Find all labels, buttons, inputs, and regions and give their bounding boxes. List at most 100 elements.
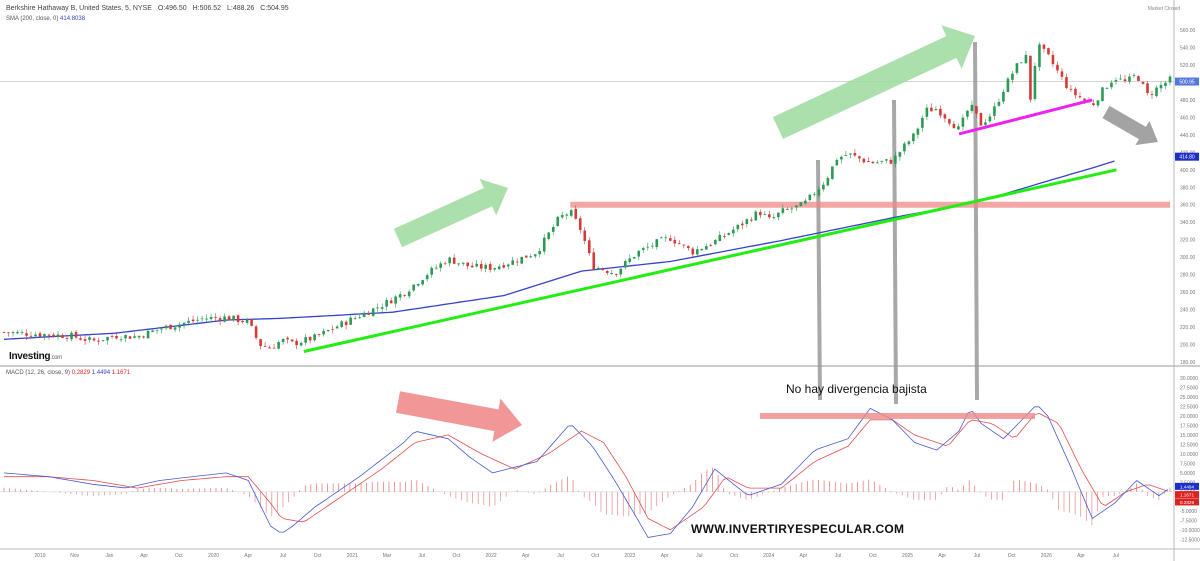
price-tick-label: 400.00 [1180, 168, 1196, 174]
price-tick-label: 200.00 [1180, 343, 1196, 349]
candle-body [768, 214, 771, 218]
candle-body [961, 117, 965, 127]
candle-body [1092, 103, 1095, 106]
candle-body [659, 237, 663, 239]
candle-body [934, 109, 938, 111]
candle-body [1105, 88, 1109, 89]
candle-body [380, 307, 384, 309]
candle-body [826, 177, 830, 186]
candle-body [574, 208, 578, 219]
candle-body [20, 332, 24, 333]
candle-body [862, 158, 866, 163]
candle-body [236, 315, 240, 323]
candle-body [686, 246, 690, 249]
candle-body [1015, 63, 1019, 73]
candle-body [38, 333, 42, 337]
candle-body [1083, 98, 1086, 101]
candle-body [34, 334, 37, 337]
candle-body [493, 268, 497, 270]
candle-body [952, 123, 956, 129]
price-tick-label: 560.00 [1180, 28, 1196, 34]
candle-body [813, 194, 816, 196]
candle-body [849, 153, 852, 155]
candle-body [898, 152, 902, 157]
candle-body [367, 312, 370, 315]
candle-body [281, 339, 285, 343]
price-tick-label: 280.00 [1180, 273, 1196, 279]
candle-body [808, 194, 812, 201]
candle-body [542, 237, 546, 252]
candle-body [1065, 77, 1068, 89]
price-tick-label: 300.00 [1180, 255, 1196, 261]
candle-body [835, 160, 839, 166]
candle-body [831, 166, 834, 179]
time-tick-label: Jul [835, 553, 841, 559]
candle-body [970, 104, 974, 112]
time-tick-label: Jul [280, 553, 286, 559]
candle-body [403, 294, 406, 296]
candle-body [1096, 100, 1100, 106]
candle-body [461, 262, 465, 264]
candle-body [632, 256, 636, 259]
price-tick-label: 240.00 [1180, 308, 1196, 314]
candle-body [993, 106, 996, 116]
time-tick-label: Oct [869, 553, 877, 559]
time-tick-label: Apr [938, 553, 946, 559]
candle-body [88, 337, 91, 340]
sma-header: SMA (200, close, 0) 414.8038 [6, 16, 85, 22]
sma-label: SMA (200, close, 0) [6, 16, 59, 22]
low-value: L:488.26 [227, 5, 255, 12]
candle-body [903, 143, 906, 152]
candle-body [569, 210, 573, 216]
candle-body [173, 327, 177, 330]
time-tick-label: Jan [105, 553, 113, 559]
candle-body [326, 330, 330, 332]
candle-body [939, 108, 942, 116]
time-tick-label: Mar [383, 553, 392, 559]
candle-body [358, 317, 361, 319]
time-tick-label: 2020 [208, 553, 219, 559]
candle-body [610, 273, 614, 275]
candle-body [56, 334, 60, 337]
time-tick-label: Oct [730, 553, 738, 559]
candle-body [502, 265, 506, 268]
candle-body [371, 308, 375, 316]
candle-body [470, 265, 474, 268]
candle-body [736, 224, 740, 230]
macd-header: MACD (12, 26, close, 9) 0.2829 1.4494 1.… [6, 370, 130, 376]
candle-body [304, 337, 307, 343]
time-tick-label: Apr [522, 553, 530, 559]
candle-body [619, 268, 623, 275]
candle-body [727, 233, 731, 235]
candle-body [412, 284, 415, 291]
macd-tick-label: 5.0000 [1180, 471, 1196, 477]
candle-body [97, 340, 100, 342]
time-tick-label: 2019 [34, 553, 45, 559]
macd-tick-label: 22.5000 [1180, 404, 1198, 410]
candle-body [565, 214, 569, 216]
candle-body [263, 345, 267, 347]
candle-body [182, 322, 186, 325]
candle-body [479, 264, 483, 269]
green-arrow-2021 [393, 178, 508, 248]
macd-value-2: 1.4494 [91, 370, 111, 376]
investing-logo: Investing.com [9, 351, 63, 362]
candle-body [245, 319, 249, 323]
candle-body [650, 245, 654, 247]
time-tick-label: 2025 [902, 553, 913, 559]
candle-body [772, 217, 776, 219]
candle-body [957, 126, 960, 130]
candle-body [777, 212, 780, 218]
candle-body [754, 211, 758, 221]
candle-body [1006, 78, 1010, 92]
price-tick-label: 220.00 [1180, 325, 1196, 331]
time-tick-label: Jul [696, 553, 702, 559]
current-price-tag-box [1175, 77, 1199, 86]
candle-body [25, 333, 28, 336]
support-line [958, 98, 1093, 136]
candle-body [146, 330, 150, 339]
candle-body [871, 161, 875, 164]
candle-body [416, 284, 420, 286]
candle-body [7, 332, 10, 334]
time-tick-label: 2021 [347, 553, 358, 559]
